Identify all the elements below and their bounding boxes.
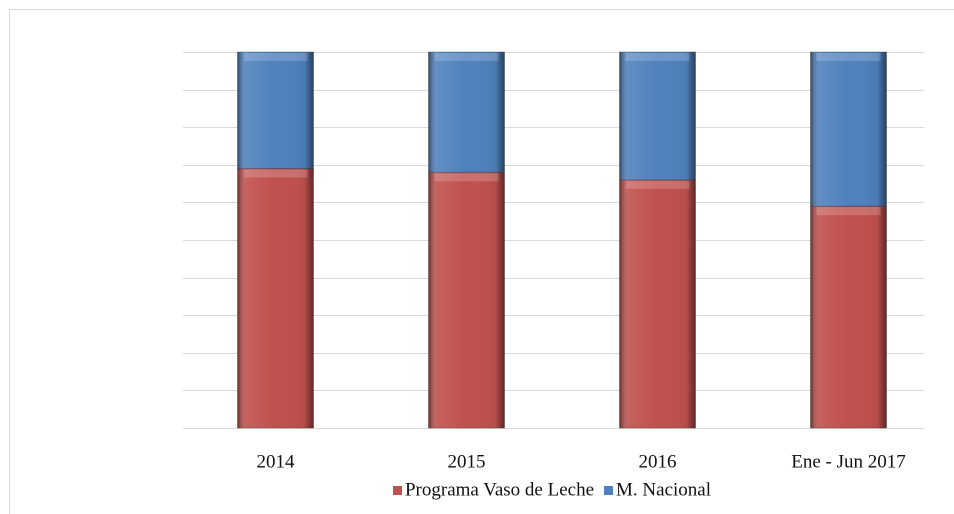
- bar-bevel: [625, 180, 690, 189]
- bar-segment: [237, 51, 314, 170]
- bar-segment: [237, 168, 314, 429]
- bar-segment: [810, 205, 887, 429]
- bar-bevel: [434, 173, 499, 182]
- bar-bevel: [243, 53, 308, 61]
- bar-bevel: [816, 53, 881, 61]
- x-tick-label: 2014: [257, 451, 296, 472]
- bar-segment: [619, 51, 696, 181]
- bar-bevel: [434, 53, 499, 61]
- bar-bevel: [816, 207, 881, 216]
- bar-segment: [428, 171, 505, 429]
- bar-bevel: [625, 53, 690, 61]
- bar-bevel: [243, 169, 308, 178]
- legend-label: M. Nacional: [616, 479, 711, 500]
- bar-segment: [810, 51, 887, 207]
- legend-marker: [392, 486, 402, 495]
- legend-marker: [604, 486, 614, 495]
- bar-segment: [428, 51, 505, 173]
- x-tick-label: 2016: [639, 451, 677, 472]
- legend-label: Programa Vaso de Leche: [405, 479, 594, 500]
- bar-segment: [619, 179, 696, 429]
- x-tick-label: Ene - Jun 2017: [791, 451, 906, 472]
- chart-frame: [9, 9, 954, 514]
- x-tick-label: 2015: [448, 451, 486, 472]
